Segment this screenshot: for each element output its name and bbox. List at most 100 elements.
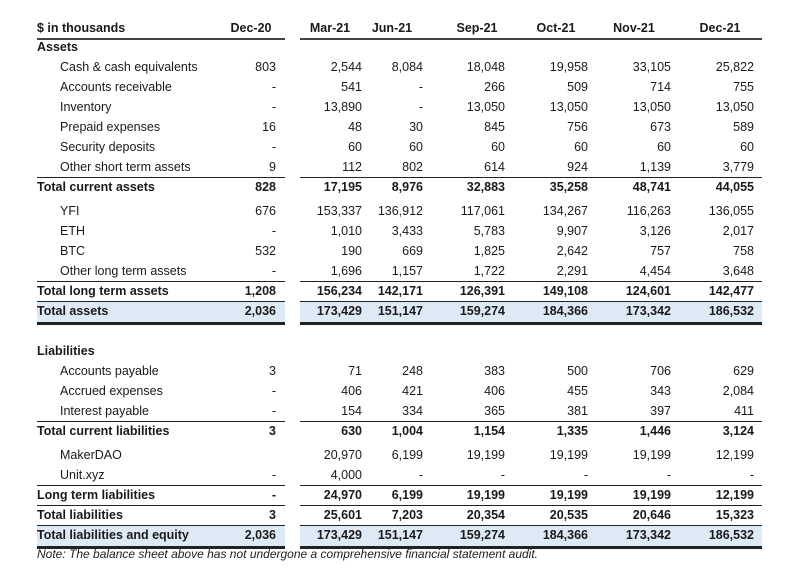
value-sep-21: 406: [484, 384, 505, 398]
value-sep-21: 383: [484, 364, 505, 378]
value-oct-21: 924: [567, 160, 588, 174]
value-mar-21: 24,970: [323, 488, 362, 502]
value-dec-20: -: [271, 468, 276, 482]
value-sep-21: 5,783: [473, 224, 505, 238]
row-band-left: [37, 261, 285, 282]
value-nov-21: 19,199: [632, 448, 671, 462]
row-band-left: [37, 157, 285, 178]
value-nov-21: 4,454: [639, 264, 671, 278]
value-dec-21: 12,199: [715, 448, 754, 462]
value-sep-21: 159,274: [459, 528, 505, 542]
row-label: Prepaid expenses: [60, 120, 161, 134]
header-units-label: $ in thousands: [37, 21, 126, 35]
row-band-right: [300, 37, 762, 57]
value-jun-21: 151,147: [377, 528, 423, 542]
value-sep-21: -: [500, 468, 505, 482]
row-band-right: [300, 485, 762, 506]
value-dec-21: 758: [733, 244, 754, 258]
value-dec-21: 15,323: [715, 508, 754, 522]
table-row-prepaid-expenses: Prepaid expenses 16 48 30 845 756 673 589: [0, 117, 793, 137]
value-nov-21: 3,126: [639, 224, 671, 238]
value-oct-21: 184,366: [542, 304, 588, 318]
row-band-left: [37, 401, 285, 422]
value-jun-21: 802: [402, 160, 423, 174]
row-label: ETH: [60, 224, 85, 238]
value-dec-21: 186,532: [708, 528, 754, 542]
value-dec-21: 44,055: [715, 180, 754, 194]
table-row-accounts-payable: Accounts payable 3 71 248 383 500 706 629: [0, 361, 793, 381]
value-mar-21: 1,010: [330, 224, 362, 238]
value-jun-21: 1,157: [391, 264, 423, 278]
value-oct-21: 149,108: [542, 284, 588, 298]
row-label: Accounts payable: [60, 364, 159, 378]
value-jun-21: 248: [402, 364, 423, 378]
value-sep-21: 1,825: [473, 244, 505, 258]
row-label: Total liabilities and equity: [37, 528, 189, 542]
row-label: BTC: [60, 244, 85, 258]
value-dec-21: 3,779: [722, 160, 754, 174]
row-label: Accounts receivable: [60, 80, 172, 94]
value-mar-21: 17,195: [323, 180, 362, 194]
value-oct-21: 2,291: [556, 264, 588, 278]
row-label: Total current assets: [37, 180, 155, 194]
row-label: Liabilities: [37, 344, 95, 358]
value-jun-21: 8,976: [391, 180, 423, 194]
table-row-yfi: YFI 676 153,337 136,912 117,061 134,267 116,26…: [0, 201, 793, 221]
row-label: Interest payable: [60, 404, 149, 418]
value-dec-21: 755: [733, 80, 754, 94]
value-oct-21: 500: [567, 364, 588, 378]
value-dec-20: -: [271, 80, 276, 94]
value-dec-20: 9: [269, 160, 276, 174]
value-jun-21: 669: [402, 244, 423, 258]
value-mar-21: 71: [348, 364, 362, 378]
value-oct-21: 19,199: [549, 488, 588, 502]
value-mar-21: 156,234: [316, 284, 362, 298]
value-nov-21: 20,646: [632, 508, 671, 522]
value-jun-21: 151,147: [377, 304, 423, 318]
value-dec-21: 589: [733, 120, 754, 134]
value-mar-21: 153,337: [316, 204, 362, 218]
value-oct-21: 1,335: [556, 424, 588, 438]
table-row-btc: BTC 532 190 669 1,825 2,642 757 758: [0, 241, 793, 261]
value-dec-20: 16: [262, 120, 276, 134]
row-band-right: [300, 157, 762, 178]
value-mar-21: 173,429: [316, 304, 362, 318]
row-label: Assets: [37, 40, 78, 54]
value-dec-21: 25,822: [715, 60, 754, 74]
value-mar-21: 2,544: [330, 60, 362, 74]
value-jun-21: 6,199: [391, 488, 423, 502]
row-label: Inventory: [60, 100, 112, 114]
value-oct-21: 13,050: [549, 100, 588, 114]
row-band-right: [300, 525, 762, 549]
value-nov-21: 714: [650, 80, 671, 94]
value-dec-20: [186, 445, 276, 465]
value-mar-21: 154: [341, 404, 362, 418]
value-jun-21: -: [418, 468, 423, 482]
value-dec-20: -: [271, 100, 276, 114]
row-label: Unit.xyz: [60, 468, 105, 482]
value-oct-21: 756: [567, 120, 588, 134]
value-dec-20: -: [271, 384, 276, 398]
table-row-total-current-liabilities: Total current liabilities 3 630 1,004 1,154 1…: [0, 421, 793, 441]
value-nov-21: 757: [650, 244, 671, 258]
value-sep-21: 1,154: [473, 424, 505, 438]
row-label: Total long term assets: [37, 284, 169, 298]
value-sep-21: 159,274: [459, 304, 505, 318]
value-mar-21: 4,000: [330, 468, 362, 482]
value-jun-21: 30: [409, 120, 423, 134]
value-sep-21: 13,050: [466, 100, 505, 114]
value-dec-21: 411: [734, 404, 754, 418]
value-oct-21: 509: [567, 80, 588, 94]
row-band-right: [300, 401, 762, 422]
value-mar-21: 1,696: [330, 264, 362, 278]
value-oct-21: 19,199: [549, 448, 588, 462]
table-row-cash-cash-equivalents: Cash & cash equivalents 803 2,544 8,084 18,0…: [0, 57, 793, 77]
table-row-unit-xyz: Unit.xyz - 4,000 - - - - -: [0, 465, 793, 486]
value-nov-21: 397: [650, 404, 671, 418]
value-sep-21: 614: [484, 160, 505, 174]
value-sep-21: 365: [484, 404, 505, 418]
value-dec-20: 803: [255, 60, 276, 74]
table-row-total-long-term-assets: Total long term assets 1,208 156,234 142,17…: [0, 281, 793, 302]
column-header-jun-21: Jun-21: [371, 21, 413, 35]
audit-note: Note: The balance sheet above has not un…: [37, 547, 538, 561]
